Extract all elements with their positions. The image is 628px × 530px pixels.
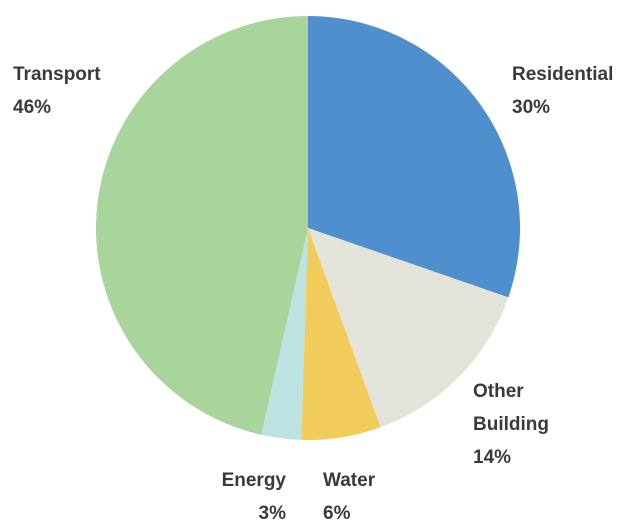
label-energy-name: Energy — [221, 470, 286, 491]
label-other-building-value: 14% — [473, 447, 512, 468]
label-residential-name: Residential — [512, 64, 614, 85]
label-residential-value: 30% — [512, 97, 551, 118]
pie-slice-transport — [96, 16, 308, 435]
pie-slice-other-building — [308, 228, 509, 428]
pie-slice-energy — [261, 228, 308, 440]
label-residential: Residential 30% — [512, 58, 613, 124]
label-transport-value: 46% — [13, 97, 52, 118]
label-other-building-line1: Other — [473, 381, 524, 402]
label-transport-name: Transport — [13, 64, 101, 85]
label-other-building: Other Building 14% — [473, 375, 549, 474]
label-energy: Energy 3% — [205, 464, 286, 530]
label-water-name: Water — [323, 470, 376, 491]
label-water-value: 6% — [323, 503, 351, 524]
label-energy-value: 3% — [258, 503, 286, 524]
label-other-building-line2: Building — [473, 414, 549, 435]
pie-slice-water — [301, 228, 381, 440]
pie-slice-residential — [308, 16, 521, 298]
label-water: Water 6% — [323, 464, 375, 530]
label-transport: Transport 46% — [13, 58, 101, 124]
